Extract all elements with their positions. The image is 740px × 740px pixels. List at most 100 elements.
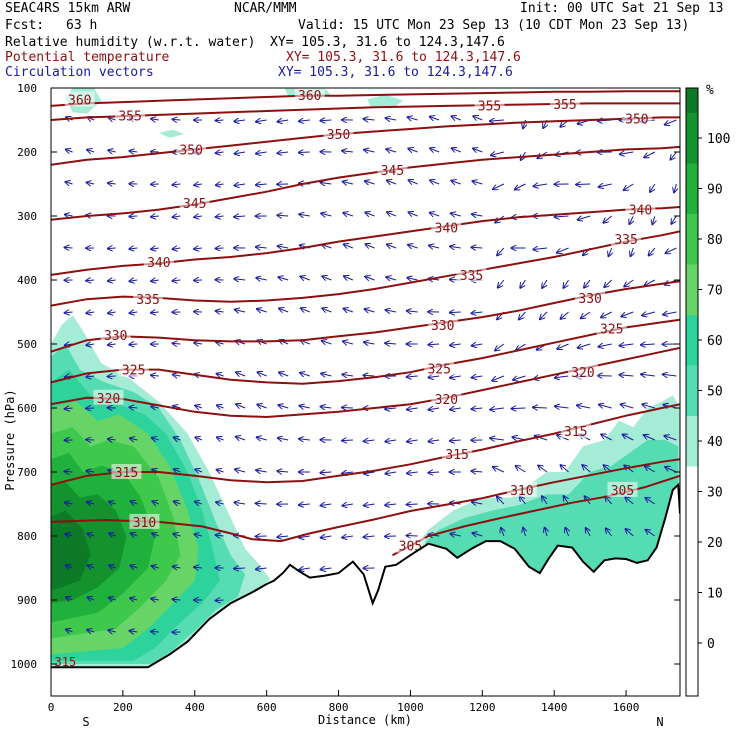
vector-arrow [277,215,289,216]
vector-arrow [173,184,181,185]
vector-arrow [561,311,569,319]
vector-arrow [626,529,634,537]
vector-arrow [194,216,203,217]
vector-arrow [344,276,354,280]
vector-arrow [601,434,612,441]
vector-arrow [364,440,375,441]
vector-arrow [299,214,310,216]
vector-arrow [586,528,590,537]
theta-contour-label: 330 [578,292,601,307]
vector-arrow [194,343,203,344]
center-name: NCAR/MMM [234,1,297,16]
vector-arrow [581,311,591,318]
contour-label-bg [133,291,164,307]
vector-arrow [542,496,548,505]
vector-arrow [523,528,525,537]
vector-arrow [407,278,418,280]
vector-arrow [565,528,568,537]
contour-label-bg [621,110,652,126]
x-tick-label: 1600 [613,701,640,714]
vector-arrow [321,183,332,185]
vector-arrow [450,376,461,378]
vector-arrow [109,502,116,504]
y-tick-label: 800 [17,530,37,543]
vector-arrow [109,598,116,600]
theta-contour-label: 310 [510,484,533,499]
forecast-hours: 63 h [66,18,98,33]
vector-arrow [671,151,677,160]
vector-arrow [520,496,526,505]
colorbar-bin [686,315,698,366]
vector-arrow [533,407,548,408]
vector-arrow [258,372,267,376]
vector-arrow [173,119,181,120]
theta-contour-label: 345 [183,197,206,212]
field-theta-xy: XY= 105.3, 31.6 to 124.3,147.6 [286,50,521,65]
vector-arrow [256,152,267,154]
vector-arrow [65,247,73,248]
vector-arrow [407,376,418,377]
vector-arrow [65,534,73,536]
vector-arrow [599,184,612,187]
vector-arrow [234,120,246,121]
vector-arrow [279,308,289,312]
vector-arrow [278,277,289,280]
vector-arrow [386,149,397,152]
colorbar-bin [686,163,698,215]
vector-arrow [540,311,548,319]
vector-arrow [66,565,73,568]
vector-arrow [603,215,613,223]
vector-arrow [174,469,181,472]
vector-arrow [605,497,613,505]
colorbar-bin [686,214,698,265]
vector-arrow [108,312,116,313]
vector-arrow [151,280,159,281]
rh-patch [158,129,184,138]
colorbar-tick-label: 40 [707,435,723,450]
theta-contour-label: 360 [68,94,91,109]
vector-arrow [256,247,267,248]
vector-arrow [173,534,181,536]
vector-arrow [236,437,246,440]
vector-arrow [365,212,375,216]
vector-arrow [642,404,655,408]
vector-arrow [472,214,483,216]
vector-arrow [256,470,267,472]
field-theta-name: Potential temperature [5,50,170,65]
vector-arrow [300,277,310,281]
vector-arrow [663,312,677,315]
vector-arrow [515,183,526,190]
contour-label-bg [560,423,591,439]
vector-arrow [65,215,73,217]
vector-arrow [385,408,397,409]
vector-arrow [129,248,138,249]
vector-arrow [501,528,504,537]
vector-arrow [216,342,224,344]
vector-arrow [299,152,310,153]
vector-arrow [217,374,224,376]
vector-arrow [299,120,310,121]
vector-arrow [322,341,332,344]
vector-arrow [428,472,440,473]
vector-arrow [645,466,656,473]
x-end-label-north: N [656,715,663,729]
vector-arrow [65,471,73,472]
vector-arrow [642,312,655,316]
vector-arrow [256,120,267,122]
vector-arrow [365,309,375,312]
contour-label-bg [427,316,458,332]
vector-arrow [557,247,569,253]
vector-arrow [320,120,332,121]
vector-arrow [65,182,73,184]
theta-contour-label: 320 [435,393,458,408]
plot-frame [50,87,681,697]
theta-contour-label: 325 [600,323,623,338]
vector-arrow [173,280,181,281]
vector-arrow [235,152,246,154]
vector-arrow [195,437,203,440]
vector-arrow [385,472,397,474]
contour-label-bg [294,88,325,103]
contour-label-bg [549,96,580,111]
vector-arrow [519,311,526,319]
vector-arrow [472,502,483,504]
